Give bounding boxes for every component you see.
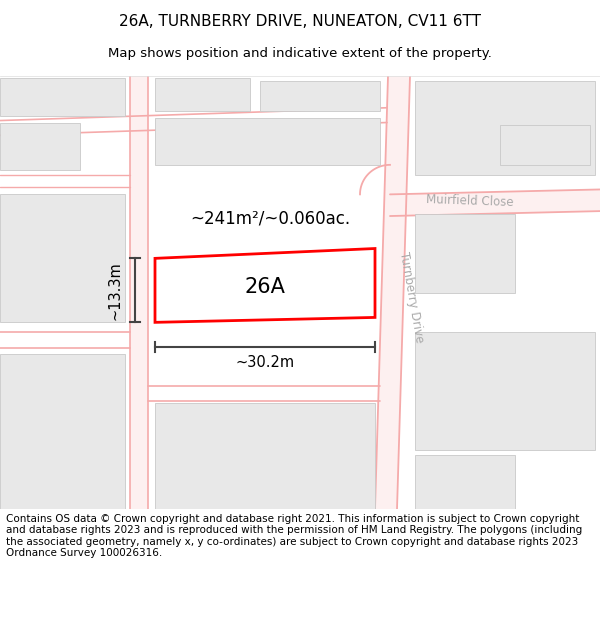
- Bar: [415, 214, 515, 293]
- Bar: [155, 403, 375, 509]
- Bar: [0, 122, 80, 170]
- Bar: [0, 354, 125, 509]
- Text: Turnberry Drive: Turnberry Drive: [397, 251, 426, 344]
- Bar: [415, 455, 515, 509]
- Bar: [260, 81, 380, 111]
- Polygon shape: [375, 76, 410, 509]
- Text: 26A, TURNBERRY DRIVE, NUNEATON, CV11 6TT: 26A, TURNBERRY DRIVE, NUNEATON, CV11 6TT: [119, 14, 481, 29]
- Text: Muirfield Close: Muirfield Close: [426, 193, 514, 209]
- Bar: [155, 78, 250, 111]
- Bar: [155, 118, 380, 165]
- Text: 26A: 26A: [245, 277, 286, 297]
- Text: ~241m²/~0.060ac.: ~241m²/~0.060ac.: [190, 210, 350, 228]
- Bar: [415, 332, 595, 450]
- Bar: [0, 78, 125, 116]
- Bar: [500, 126, 590, 165]
- Text: ~13.3m: ~13.3m: [107, 261, 122, 320]
- Text: Contains OS data © Crown copyright and database right 2021. This information is : Contains OS data © Crown copyright and d…: [6, 514, 582, 558]
- Bar: [415, 81, 595, 175]
- Text: ~30.2m: ~30.2m: [235, 355, 295, 370]
- Text: Map shows position and indicative extent of the property.: Map shows position and indicative extent…: [108, 47, 492, 60]
- Polygon shape: [390, 189, 600, 216]
- Polygon shape: [130, 76, 148, 509]
- Bar: [0, 194, 125, 322]
